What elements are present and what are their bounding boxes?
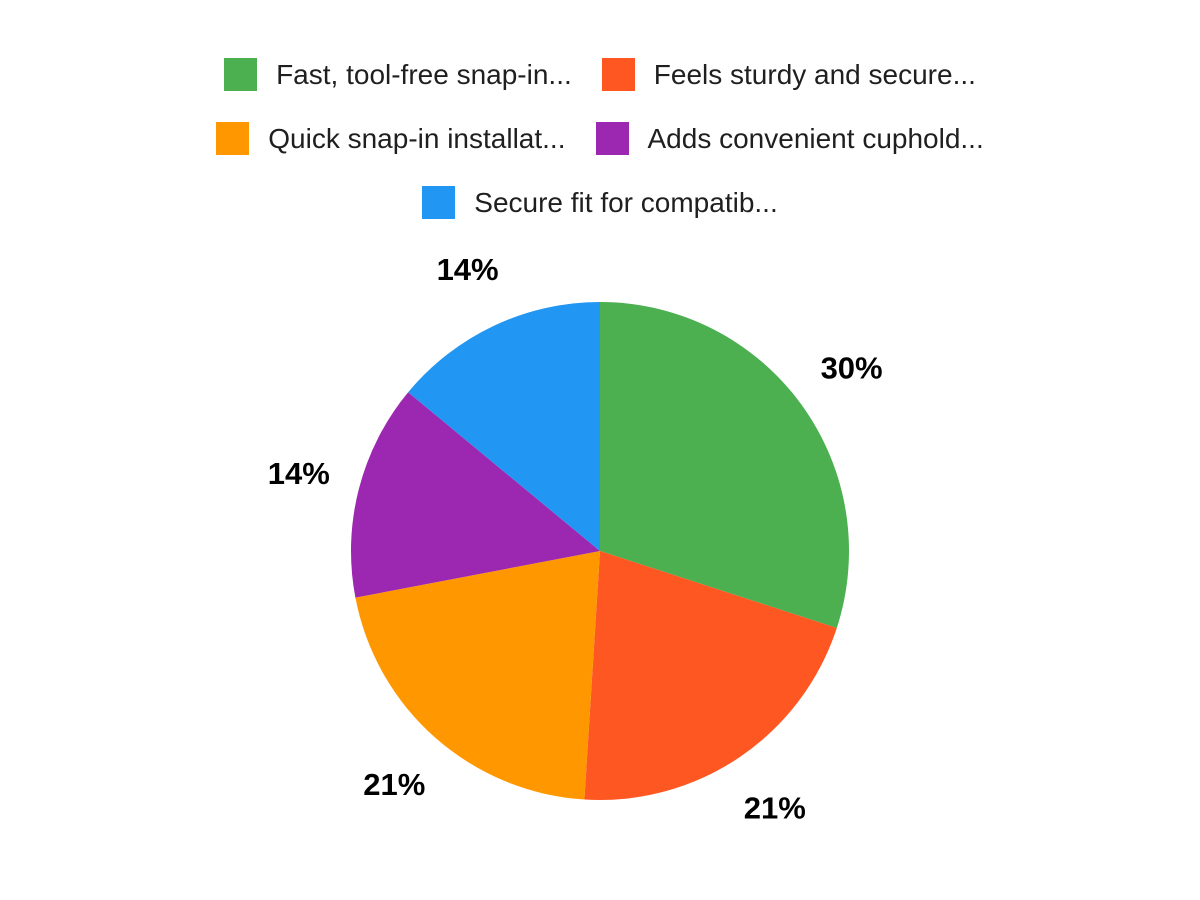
pie-slice-0[interactable] [600,302,849,628]
pie-chart: 30% 21% 21% 14% 14% [268,252,883,826]
legend-swatch [595,122,629,155]
percent-label: 21% [363,767,425,802]
legend-swatch [601,58,635,91]
percent-label: 14% [268,456,330,491]
legend-item-1[interactable]: Feels sturdy and secure... [601,58,976,91]
chart-legend: Fast, tool-free snap-in... Feels sturdy a… [0,58,1200,219]
pie-slice-1[interactable] [584,551,837,801]
percent-label: 21% [744,791,806,826]
pie-slice-2[interactable] [355,551,600,800]
pie-slice-4[interactable] [408,302,600,551]
legend-label: Adds convenient cuphold... [647,123,984,154]
legend-row: Quick snap-in installat... Adds convenien… [216,122,984,155]
legend-row: Fast, tool-free snap-in... Feels sturdy a… [224,58,976,91]
pie-slice-3[interactable] [350,392,600,598]
legend-label: Quick snap-in installat... [268,123,566,154]
legend-label: Fast, tool-free snap-in... [276,59,572,90]
percent-label: 30% [821,351,883,386]
legend-item-4[interactable]: Secure fit for compatib... [422,186,778,219]
legend-swatch [422,186,456,219]
legend-item-2[interactable]: Quick snap-in installat... [216,122,566,155]
percent-label: 14% [437,252,499,287]
legend-item-3[interactable]: Adds convenient cuphold... [595,122,984,155]
legend-swatch [216,122,250,155]
legend-label: Feels sturdy and secure... [653,59,976,90]
legend-label: Secure fit for compatib... [474,187,778,218]
legend-item-0[interactable]: Fast, tool-free snap-in... [224,58,572,91]
legend-row: Secure fit for compatib... [422,186,778,219]
legend-swatch [224,58,258,91]
